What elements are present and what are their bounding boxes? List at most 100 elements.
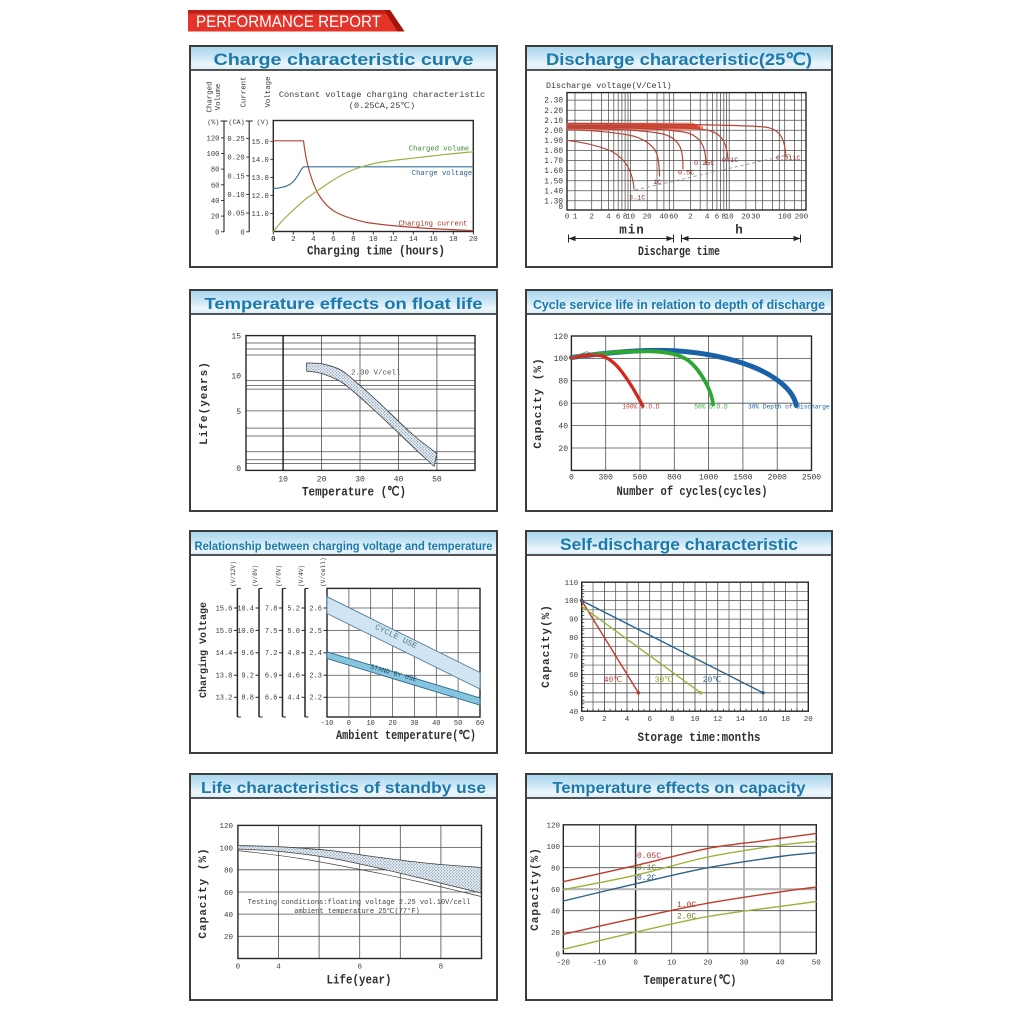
svg-text:20: 20 <box>558 445 568 454</box>
svg-text:10.4: 10.4 <box>237 605 254 613</box>
svg-text:6.9: 6.9 <box>265 673 278 681</box>
svg-text:2.2: 2.2 <box>309 695 322 703</box>
svg-text:Charging Voltage: Charging Voltage <box>198 602 210 698</box>
svg-text:40: 40 <box>569 709 579 717</box>
svg-text:0.20: 0.20 <box>227 155 244 163</box>
svg-text:15.6: 15.6 <box>216 605 233 613</box>
svg-text:2000: 2000 <box>768 474 787 483</box>
svg-text:40: 40 <box>432 720 440 728</box>
svg-text:15.0: 15.0 <box>252 139 269 147</box>
svg-text:-10: -10 <box>321 720 334 728</box>
svg-text:100: 100 <box>565 598 579 606</box>
svg-text:20: 20 <box>469 236 478 244</box>
svg-text:10: 10 <box>667 960 677 968</box>
svg-text:Capacity(%): Capacity(%) <box>541 604 553 688</box>
svg-text:100: 100 <box>219 845 233 853</box>
svg-text:1.60: 1.60 <box>544 168 563 176</box>
svg-text:40℃: 40℃ <box>604 676 623 685</box>
svg-text:1: 1 <box>573 214 578 222</box>
svg-text:0.011C: 0.011C <box>776 155 800 163</box>
svg-text:Testing conditions:floating vo: Testing conditions:floating voltage 2.25… <box>248 899 471 907</box>
svg-text:7.2: 7.2 <box>265 650 278 658</box>
svg-text:8: 8 <box>623 214 628 222</box>
svg-text:8.8: 8.8 <box>241 695 254 703</box>
svg-text:0.05C: 0.05C <box>637 852 661 861</box>
svg-text:1.80: 1.80 <box>544 148 563 156</box>
svg-text:10.0: 10.0 <box>237 628 254 636</box>
svg-text:0: 0 <box>565 214 570 222</box>
svg-text:50: 50 <box>812 960 822 968</box>
svg-text:14.0: 14.0 <box>252 157 269 165</box>
svg-text:Cycle service life in relation: Cycle service life in relation to depth … <box>533 298 825 312</box>
svg-text:Discharge time: Discharge time <box>638 245 720 259</box>
svg-text:6.6: 6.6 <box>265 695 278 703</box>
svg-text:6: 6 <box>616 214 621 222</box>
svg-text:(V/4V): (V/4V) <box>298 565 305 587</box>
svg-text:Capacity (%): Capacity (%) <box>533 357 545 448</box>
svg-text:6: 6 <box>715 214 720 222</box>
svg-text:10: 10 <box>231 373 241 382</box>
svg-text:Voltage: Voltage <box>265 76 273 107</box>
svg-text:Discharge characteristic(25℃): Discharge characteristic(25℃) <box>546 50 812 69</box>
svg-text:50: 50 <box>454 720 462 728</box>
svg-text:1000: 1000 <box>699 474 718 483</box>
svg-text:40: 40 <box>659 214 669 222</box>
svg-text:11.0: 11.0 <box>252 211 269 219</box>
svg-text:4: 4 <box>311 236 316 244</box>
svg-text:40: 40 <box>776 960 786 968</box>
svg-text:100: 100 <box>554 355 569 364</box>
svg-text:8: 8 <box>439 964 444 972</box>
svg-text:Temperature effects on float l: Temperature effects on float life <box>205 296 483 313</box>
svg-text:h: h <box>735 224 743 238</box>
svg-text:(V/6V): (V/6V) <box>275 565 282 587</box>
svg-text:ambient temperature 25℃(77°F): ambient temperature 25℃(77°F) <box>294 907 419 916</box>
svg-text:Relationship between charging: Relationship between charging voltage an… <box>195 539 493 553</box>
svg-text:20: 20 <box>388 720 396 728</box>
svg-text:4.8: 4.8 <box>287 650 300 658</box>
svg-text:70: 70 <box>569 654 579 662</box>
svg-text:0: 0 <box>558 204 563 212</box>
svg-text:40: 40 <box>558 422 568 431</box>
svg-text:PERFORMANCE REPORT: PERFORMANCE REPORT <box>196 12 381 31</box>
svg-text:2.5: 2.5 <box>309 628 322 636</box>
svg-text:2: 2 <box>291 236 295 244</box>
svg-text:18: 18 <box>449 236 458 244</box>
svg-text:100: 100 <box>778 214 792 222</box>
svg-text:9.2: 9.2 <box>241 673 254 681</box>
svg-text:Temperature (℃): Temperature (℃) <box>302 485 406 500</box>
svg-text:Life(year): Life(year) <box>327 973 392 988</box>
svg-text:15: 15 <box>231 333 241 342</box>
svg-text:80: 80 <box>211 167 220 175</box>
svg-text:(CA): (CA) <box>228 119 244 127</box>
svg-text:7.5: 7.5 <box>265 628 278 636</box>
svg-text:Temperature effects on capacit: Temperature effects on capacity <box>553 780 806 797</box>
svg-text:-10: -10 <box>593 960 607 968</box>
svg-text:2: 2 <box>602 716 607 724</box>
svg-text:0: 0 <box>236 964 241 972</box>
svg-text:18: 18 <box>781 716 790 724</box>
svg-text:Self-discharge characteristic: Self-discharge characteristic <box>560 535 798 554</box>
svg-text:200: 200 <box>795 214 809 222</box>
svg-text:60: 60 <box>669 214 679 222</box>
svg-text:60: 60 <box>551 887 561 895</box>
svg-text:120: 120 <box>207 135 220 143</box>
svg-text:800: 800 <box>667 474 682 483</box>
svg-text:40: 40 <box>551 909 561 917</box>
svg-text:Charging current: Charging current <box>398 220 467 228</box>
svg-text:0: 0 <box>347 720 351 728</box>
svg-text:10: 10 <box>690 716 700 724</box>
svg-text:50: 50 <box>569 690 579 698</box>
svg-text:5.2: 5.2 <box>287 605 300 613</box>
svg-text:10: 10 <box>626 214 636 222</box>
svg-text:Charged volume: Charged volume <box>409 145 469 153</box>
svg-text:0.5C: 0.5C <box>678 170 694 178</box>
svg-text:30: 30 <box>410 720 418 728</box>
svg-text:Capacity(%): Capacity(%) <box>530 847 542 931</box>
svg-text:0: 0 <box>271 236 276 244</box>
svg-text:Life characteristics of standb: Life characteristics of standby use <box>201 780 486 797</box>
svg-text:(0.25CA,25℃): (0.25CA,25℃) <box>349 101 415 111</box>
svg-text:1500: 1500 <box>733 474 752 483</box>
svg-text:100: 100 <box>207 151 220 159</box>
svg-text:13.0: 13.0 <box>252 175 269 183</box>
svg-text:5.0: 5.0 <box>287 628 300 636</box>
